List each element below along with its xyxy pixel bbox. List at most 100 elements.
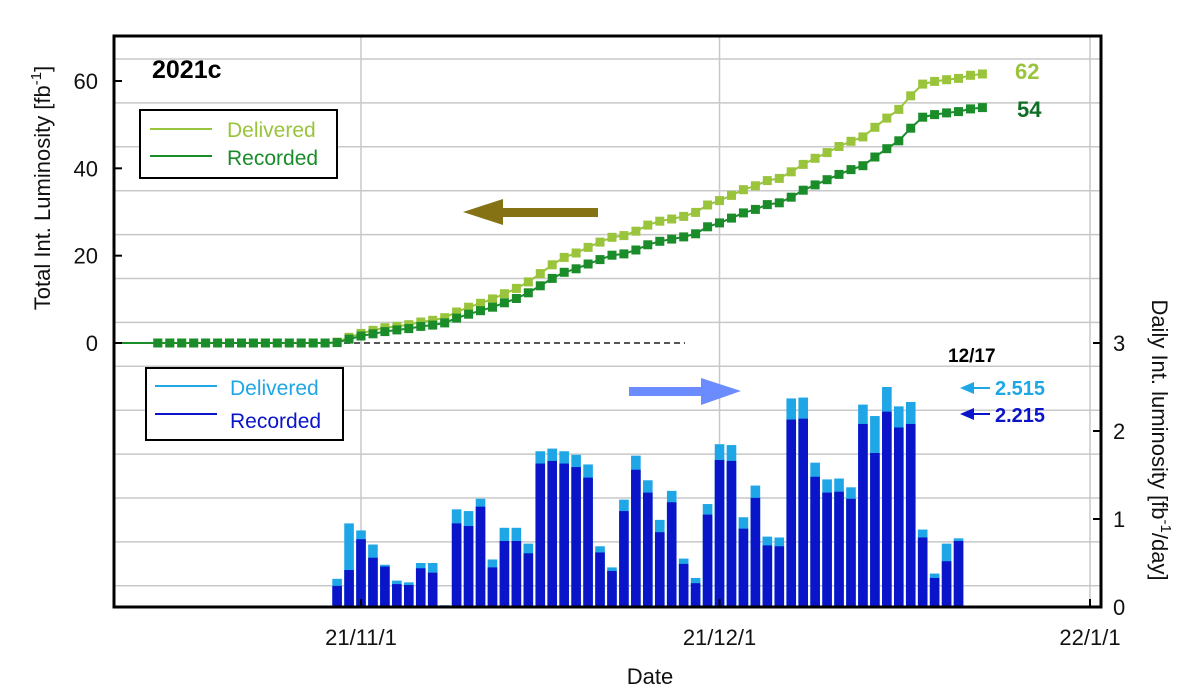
recorded-cumulative-marker bbox=[942, 108, 952, 118]
bar-recorded bbox=[929, 577, 940, 607]
recorded-cumulative-marker bbox=[237, 338, 246, 348]
bar-recorded bbox=[583, 477, 593, 607]
bar-recorded bbox=[666, 502, 677, 607]
delivered-cumulative-marker bbox=[691, 207, 701, 217]
delivered-cumulative-marker bbox=[870, 122, 880, 132]
bar-recorded bbox=[786, 419, 797, 607]
right-axis-arrow-shaft bbox=[629, 387, 711, 396]
bar-recorded bbox=[893, 427, 904, 607]
delivered-cumulative-marker bbox=[643, 220, 653, 230]
bar-recorded bbox=[344, 570, 354, 607]
y-left-label-sup: -1 bbox=[28, 72, 45, 85]
delivered-cumulative-marker bbox=[631, 226, 641, 236]
bar-recorded bbox=[750, 497, 761, 607]
recorded-cumulative-marker bbox=[966, 104, 975, 114]
recorded-cumulative-marker bbox=[344, 334, 354, 344]
bar-recorded bbox=[523, 553, 534, 607]
bar-recorded bbox=[774, 546, 785, 607]
y-left-tick-label: 60 bbox=[74, 69, 98, 94]
chart-title: 2021c bbox=[152, 56, 222, 84]
bar-recorded bbox=[487, 567, 498, 607]
y-right-tick-label: 0 bbox=[1113, 595, 1125, 620]
recorded-cumulative-marker bbox=[977, 103, 987, 113]
recorded-cumulative-marker bbox=[476, 306, 485, 316]
delivered-cumulative-marker bbox=[954, 73, 963, 83]
left-axis-arrow bbox=[463, 199, 598, 225]
recorded-cumulative-marker bbox=[523, 288, 533, 298]
recorded-total-label: 54 bbox=[1017, 97, 1042, 122]
bar-recorded bbox=[714, 460, 725, 607]
recorded-cumulative-marker bbox=[822, 175, 832, 185]
delivered-cumulative-marker bbox=[535, 269, 545, 279]
delivered-cumulative-marker bbox=[750, 181, 760, 191]
delivered-total-label: 62 bbox=[1015, 59, 1039, 84]
bar-recorded bbox=[654, 532, 665, 607]
bar-recorded bbox=[356, 539, 366, 607]
bar-delivered bbox=[344, 523, 354, 607]
peak-delivered-pointer-head bbox=[960, 382, 974, 394]
delivered-cumulative-marker bbox=[607, 232, 617, 242]
delivered-cumulative-marker bbox=[452, 307, 462, 317]
bar-recorded bbox=[941, 561, 952, 607]
recorded-cumulative-marker bbox=[440, 318, 450, 328]
delivered-cumulative-marker bbox=[894, 104, 904, 114]
recorded-cumulative-marker bbox=[177, 338, 187, 348]
recorded-cumulative-marker bbox=[882, 144, 892, 154]
y-right-tick-label: 2 bbox=[1113, 419, 1125, 444]
delivered-cumulative-marker bbox=[822, 148, 832, 158]
delivered-cumulative-marker bbox=[523, 277, 533, 287]
recorded-cumulative-marker bbox=[906, 123, 916, 133]
x-tick-label: 21/11/1 bbox=[325, 625, 397, 650]
bar-recorded bbox=[762, 545, 773, 607]
delivered-cumulative-marker bbox=[571, 248, 581, 258]
recorded-cumulative-marker bbox=[320, 338, 330, 348]
recorded-cumulative-marker bbox=[428, 320, 438, 330]
bar-recorded bbox=[404, 585, 414, 607]
recorded-cumulative-marker bbox=[738, 208, 748, 218]
delivered-cumulative-marker bbox=[738, 185, 748, 195]
recorded-cumulative-marker bbox=[583, 259, 593, 269]
bar-recorded bbox=[511, 541, 522, 607]
delivered-cumulative-marker bbox=[595, 237, 605, 247]
y-axis-left-title: Total Int. Luminosity [fb-1] bbox=[28, 66, 55, 310]
recorded-cumulative-marker bbox=[213, 338, 223, 348]
legend-cumulative: Delivered Recorded bbox=[139, 109, 338, 179]
recorded-cumulative-marker bbox=[703, 222, 713, 232]
bar-recorded bbox=[810, 476, 820, 607]
bar-recorded bbox=[798, 418, 808, 607]
recorded-cumulative-marker bbox=[846, 165, 856, 175]
recorded-cumulative-marker bbox=[225, 338, 234, 348]
y-right-label-sup: -1 bbox=[1157, 520, 1174, 533]
recorded-cumulative-marker bbox=[762, 200, 772, 210]
delivered-cumulative-marker bbox=[619, 231, 629, 241]
y-right-tick-label: 3 bbox=[1113, 331, 1125, 356]
legend-delivered-label: Delivered bbox=[227, 119, 316, 142]
delivered-cumulative-marker bbox=[488, 294, 497, 304]
recorded-cumulative-marker bbox=[464, 309, 474, 319]
bar-recorded bbox=[690, 583, 701, 607]
delivered-cumulative-marker bbox=[762, 176, 772, 186]
right-axis-arrow bbox=[629, 378, 741, 405]
recorded-cumulative-marker bbox=[595, 255, 605, 265]
recorded-cumulative-marker bbox=[535, 281, 545, 291]
bar-recorded bbox=[882, 411, 892, 607]
recorded-cumulative-marker bbox=[858, 161, 868, 171]
peak-date-label: 12/17 bbox=[948, 346, 996, 367]
bar-recorded bbox=[870, 453, 880, 607]
recorded-cumulative-marker bbox=[308, 338, 318, 348]
bar-recorded bbox=[917, 537, 928, 607]
x-tick-label: 22/1/1 bbox=[1059, 625, 1120, 650]
recorded-cumulative-marker bbox=[165, 338, 175, 348]
recorded-cumulative-marker bbox=[547, 273, 557, 283]
recorded-cumulative-marker bbox=[774, 198, 784, 208]
bar-recorded bbox=[571, 467, 581, 607]
recorded-cumulative-marker bbox=[679, 232, 689, 242]
legend-cumulative-box bbox=[139, 109, 338, 179]
recorded-cumulative-marker bbox=[201, 338, 211, 348]
bar-recorded bbox=[332, 585, 342, 607]
delivered-cumulative-marker bbox=[511, 283, 521, 293]
recorded-cumulative-marker bbox=[655, 236, 665, 246]
delivered-cumulative-marker bbox=[703, 200, 713, 210]
delivered-cumulative-marker bbox=[918, 79, 928, 89]
recorded-cumulative-marker bbox=[691, 229, 701, 239]
